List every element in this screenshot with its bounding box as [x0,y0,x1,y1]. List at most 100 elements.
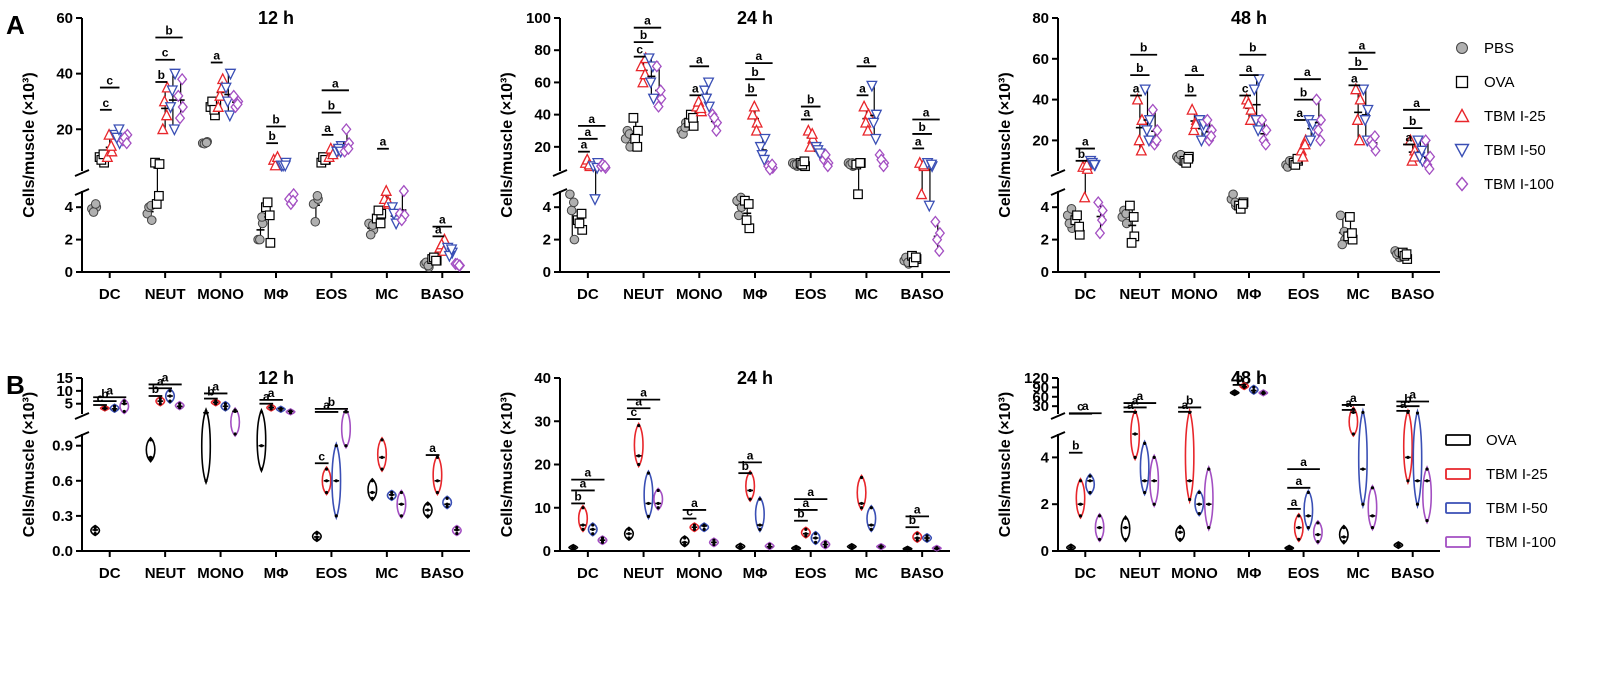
point-tbm-i-50 [1357,84,1370,97]
legend-panel-b: OVA TBM I-25 TBM I-50 TBM I-100 [1445,432,1556,551]
violin-tbm-i-25-dc [577,504,589,533]
violin-point [93,528,97,532]
violin-point [1143,479,1147,483]
legend-swatch-ova [1445,434,1471,446]
chart-title: 24 h [737,368,773,388]
significance-label: b [574,489,581,503]
point-ova [630,133,641,144]
violin-tbm-i-50-baso [1412,408,1423,510]
y-tick-label: 15 [56,370,73,387]
point-ova [264,210,275,221]
violin-point [390,490,394,495]
point-tbm-i-50 [1195,135,1208,148]
significance-label: a [1351,71,1358,85]
x-tick-label-dc: DC [577,286,599,303]
violin-point [748,488,752,493]
axis-break-mark [552,169,568,177]
violin-ova-mc [367,477,378,502]
violin-point [426,508,430,512]
significance-label: a [635,394,642,408]
violin-point [692,523,697,527]
point-tbm-i-50 [169,68,181,81]
violin-point [1197,511,1201,516]
violin-point [1123,526,1128,530]
violin-point [1233,390,1237,394]
significance-label: b [747,81,754,95]
violin-point [915,532,919,536]
point-tbm-i-50 [866,80,878,93]
chart-b-24-h: 0 10 20 30 40 DC NEUT MONO MΦ EOS MC BASO 24 h Cells/… [499,368,950,582]
violin-point [1342,535,1346,539]
series-ova [568,526,913,553]
violin-point [435,490,440,495]
significance-label: b [640,28,647,42]
significance-label: a [1137,389,1144,403]
violin-point [1088,490,1092,495]
violin-point [158,396,162,401]
violin-point [259,410,264,414]
significance-label: a [1350,391,1357,405]
significance-label: a [435,222,442,236]
point-tbm-i-50 [110,132,123,145]
y-tick-label: 4 [1041,199,1050,216]
x-tick-label-baso: BASO [1391,286,1435,303]
x-tick-label-m: MΦ [264,286,289,303]
violin-point [334,479,338,483]
point-pbs [1228,189,1238,200]
axis-break-mark [74,431,90,439]
violin-point [259,444,264,448]
point-ova [153,190,164,201]
y-tick-label: 20 [1032,132,1049,149]
y-tick-label: 0.0 [52,543,73,560]
violin-point [600,540,605,544]
violin-point [148,438,153,442]
legend-label-pbs: PBS [1484,40,1514,57]
violin-point [581,506,585,510]
significance-label: a [580,476,587,490]
y-tick-label: 40 [1032,92,1049,109]
series-ova [94,96,442,266]
violin-point [1143,490,1147,495]
series-tbm-i-100 [117,72,466,272]
point-ova [207,96,218,107]
significance-label: a [1413,96,1420,110]
legend-label-tbm-i-100: TBM I-100 [1486,534,1556,551]
significance-label: a [1291,495,1298,509]
violin-point [1415,411,1420,415]
violin-tbm-i-50-eos [1303,488,1314,532]
violin-tbm-i-50-mc [1357,407,1368,510]
x-tick-label-m: MΦ [264,565,289,582]
y-tick-label: 4 [1041,449,1050,466]
significance-label: b [1300,86,1307,100]
violin-point [455,528,459,532]
violin-tbm-i-25-dc [1075,477,1086,520]
significance-label: a [1082,399,1089,413]
point-tbm-i-100 [1261,123,1272,137]
violin-ova-mc [1338,524,1349,545]
point-ova [741,215,752,226]
point-tbm-i-100 [653,100,664,113]
significance-label: b [1078,147,1085,161]
violin-point [344,410,348,414]
point-tbm-i-25 [1133,133,1146,146]
violin-point [1370,526,1375,530]
violin-ova-m [256,407,267,474]
violin-tbm-i-50-dc [1085,473,1096,496]
x-tick-label-neut: NEUT [623,565,664,582]
point-tbm-i-25 [915,187,928,200]
violin-point [103,406,107,410]
significance-label: a [263,390,270,404]
series-tbm-i-25 [577,421,923,544]
violin-point [233,408,237,412]
point-tbm-i-100 [1096,213,1108,227]
violin-tbm-i-25-baso [1402,408,1413,486]
significance-label: a [324,121,331,135]
significance-label: c [318,449,325,463]
series-pbs [87,136,434,272]
x-tick-label-dc: DC [1074,565,1096,582]
y-tick-label: 90 [1032,379,1049,396]
violin-point [1425,479,1429,483]
point-ova [1401,249,1412,260]
